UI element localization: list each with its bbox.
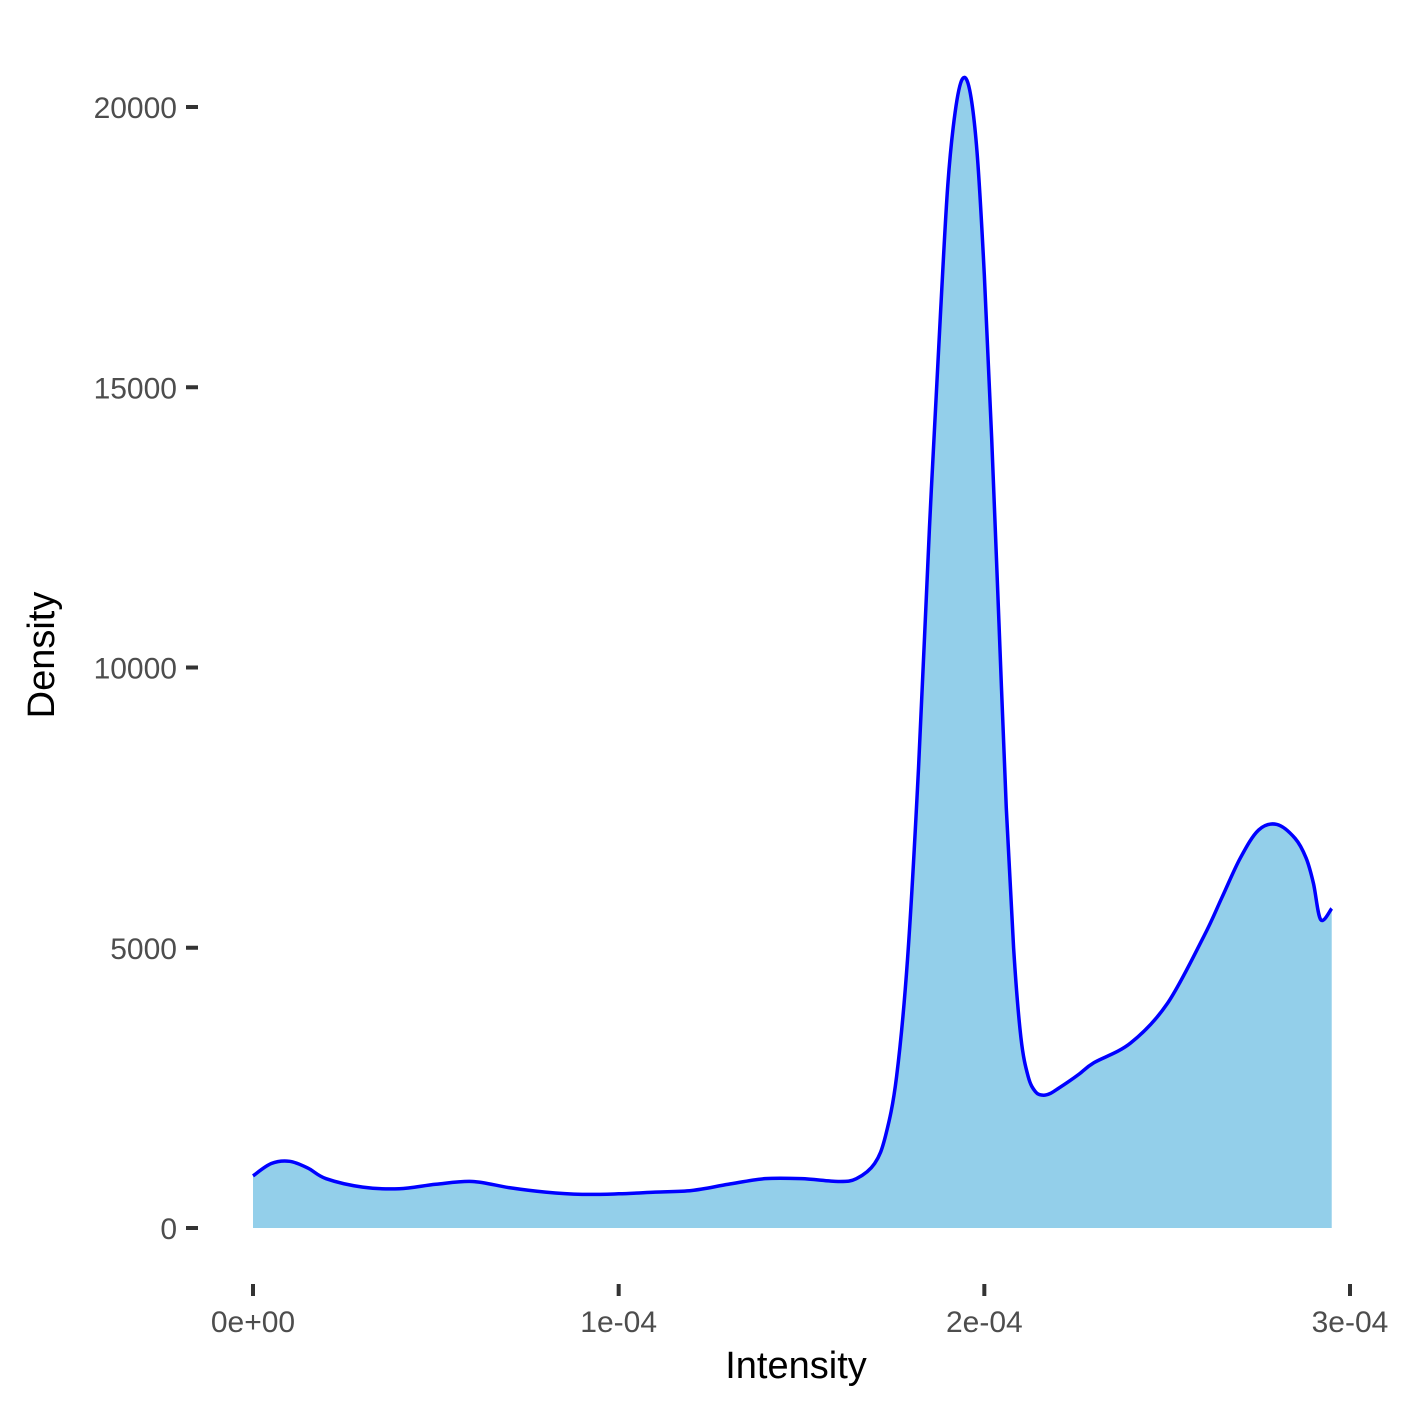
density-area-fill bbox=[253, 77, 1332, 1229]
x-tick-label: 0e+00 bbox=[211, 1306, 295, 1339]
y-tick-label: 10000 bbox=[94, 653, 177, 686]
x-tick-label: 2e-04 bbox=[946, 1306, 1023, 1339]
y-tick-label: 5000 bbox=[110, 933, 177, 966]
y-axis: 0 5000 10000 15000 20000 bbox=[94, 92, 198, 1246]
x-tick-label: 3e-04 bbox=[1312, 1306, 1389, 1339]
plot-area bbox=[251, 75, 1334, 1229]
x-tick-label: 1e-04 bbox=[580, 1306, 657, 1339]
y-tick-label: 20000 bbox=[94, 92, 177, 125]
x-axis: 0e+00 1e-04 2e-04 3e-04 bbox=[211, 1284, 1389, 1339]
y-tick-label: 0 bbox=[160, 1213, 177, 1246]
y-axis-title: Density bbox=[21, 592, 63, 719]
y-tick-label: 15000 bbox=[94, 372, 177, 405]
density-curve-line bbox=[251, 75, 1334, 1197]
x-axis-title: Intensity bbox=[725, 1345, 867, 1387]
